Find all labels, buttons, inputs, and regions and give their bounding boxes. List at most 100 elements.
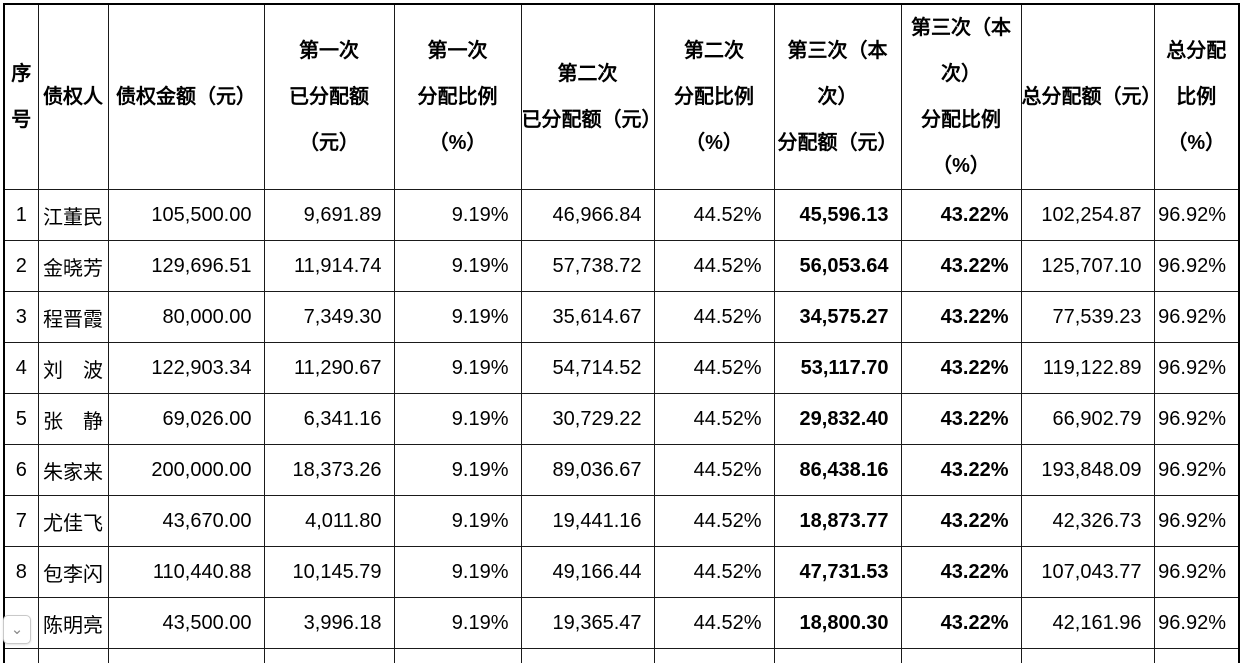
cell-third-ratio: 43.22%	[900, 495, 1022, 547]
cell-claim-amount: 110,440.88	[107, 546, 265, 598]
cell-third-ratio: 43.22%	[900, 189, 1022, 241]
cell-first-ratio: 9.19%	[393, 189, 522, 241]
table-row: 5 张 静 69,026.00 6,341.16 9.19% 30,729.22…	[3, 393, 1240, 445]
table-row: 3 程晋霞 80,000.00 7,349.30 9.19% 35,614.67…	[3, 291, 1240, 343]
cell-total-amount: 66,902.79	[1020, 393, 1155, 445]
cell-total-amount: 193,848.09	[1020, 444, 1155, 496]
cell-creditor: 程晋霞	[37, 291, 109, 343]
cell-first-amount: 11,914.74	[263, 240, 395, 292]
cell-total-amount: 107,043.77	[1020, 546, 1155, 598]
cell-third-amount: 18,800.30	[773, 597, 902, 649]
cell-creditor: 江董民	[37, 189, 109, 241]
table-row: 10 毛海军 167,507.15 15,388.26 9.19% 74,571…	[3, 648, 1240, 663]
cell-second-ratio: 44.52%	[653, 495, 775, 547]
cell-claim-amount: 200,000.00	[107, 444, 265, 496]
cell-index: 3	[3, 291, 39, 343]
cell-creditor: 刘 波	[37, 342, 109, 394]
cell-creditor: 毛海军	[37, 648, 109, 663]
cell-first-ratio: 9.19%	[393, 342, 522, 394]
cell-total-amount: 77,539.23	[1020, 291, 1155, 343]
cell-second-ratio: 44.52%	[653, 393, 775, 445]
cell-first-amount: 9,691.89	[263, 189, 395, 241]
cell-creditor: 包李闪	[37, 546, 109, 598]
col-header-index: 序 号	[3, 3, 39, 190]
cell-claim-amount: 167,507.15	[107, 648, 265, 663]
cell-total-ratio: 96.92%	[1153, 189, 1240, 241]
col-header-third-ratio: 第三次（本次） 分配比例（%）	[900, 3, 1022, 190]
col-header-total-amount: 总分配额（元）	[1020, 3, 1155, 190]
cell-index: 8	[3, 546, 39, 598]
table-row: 8 包李闪 110,440.88 10,145.79 9.19% 49,166.…	[3, 546, 1240, 598]
cell-third-amount: 18,873.77	[773, 495, 902, 547]
cell-second-amount: 19,441.16	[520, 495, 655, 547]
cell-index: 10	[3, 648, 39, 663]
col-header-creditor: 债权人	[37, 3, 109, 190]
cell-third-ratio: 43.22%	[900, 648, 1022, 663]
cell-third-ratio: 43.22%	[900, 342, 1022, 394]
cell-second-ratio: 44.52%	[653, 546, 775, 598]
cell-first-amount: 15,388.26	[263, 648, 395, 663]
cell-total-amount: 119,122.89	[1020, 342, 1155, 394]
cell-total-amount: 162,354.70	[1020, 648, 1155, 663]
cell-first-amount: 18,373.26	[263, 444, 395, 496]
cell-second-ratio: 44.52%	[653, 444, 775, 496]
table-row: 7 尤佳飞 43,670.00 4,011.80 9.19% 19,441.16…	[3, 495, 1240, 547]
cell-first-ratio: 9.19%	[393, 240, 522, 292]
table-row: 1 江董民 105,500.00 9,691.89 9.19% 46,966.8…	[3, 189, 1240, 241]
cell-first-amount: 7,349.30	[263, 291, 395, 343]
col-header-second-amount: 第二次 已分配额（元）	[520, 3, 655, 190]
col-header-total-ratio: 总分配 比例（%）	[1153, 3, 1240, 190]
cell-third-amount: 72,395.05	[773, 648, 902, 663]
cell-total-ratio: 96.92%	[1153, 342, 1240, 394]
cell-third-amount: 29,832.40	[773, 393, 902, 445]
cell-third-ratio: 43.22%	[900, 546, 1022, 598]
distribution-table: 序 号 债权人 债权金额（元） 第一次 已分配额（元） 第一次 分配比例（%） …	[3, 3, 1240, 663]
cell-third-amount: 86,438.16	[773, 444, 902, 496]
table-row: 4 刘 波 122,903.34 11,290.67 9.19% 54,714.…	[3, 342, 1240, 394]
table-row: 9 陈明亮 43,500.00 3,996.18 9.19% 19,365.47…	[3, 597, 1240, 649]
cell-second-amount: 19,365.47	[520, 597, 655, 649]
cell-first-amount: 6,341.16	[263, 393, 395, 445]
cell-first-ratio: 9.19%	[393, 393, 522, 445]
cell-total-amount: 125,707.10	[1020, 240, 1155, 292]
cell-second-ratio: 44.52%	[653, 189, 775, 241]
cell-second-amount: 89,036.67	[520, 444, 655, 496]
cell-creditor: 陈明亮	[37, 597, 109, 649]
col-header-second-ratio: 第二次 分配比例（%）	[653, 3, 775, 190]
cell-index: 1	[3, 189, 39, 241]
cell-second-ratio: 44.52%	[653, 342, 775, 394]
cell-index: 2	[3, 240, 39, 292]
cell-third-ratio: 43.22%	[900, 291, 1022, 343]
cell-creditor: 金晓芳	[37, 240, 109, 292]
cell-second-amount: 30,729.22	[520, 393, 655, 445]
cell-first-amount: 3,996.18	[263, 597, 395, 649]
cell-claim-amount: 122,903.34	[107, 342, 265, 394]
cell-index: 5	[3, 393, 39, 445]
cell-total-amount: 102,254.87	[1020, 189, 1155, 241]
cell-total-ratio: 96.92%	[1153, 444, 1240, 496]
cell-third-ratio: 43.22%	[900, 597, 1022, 649]
cell-claim-amount: 105,500.00	[107, 189, 265, 241]
collapse-button[interactable]: ⌄	[3, 615, 31, 644]
cell-second-amount: 54,714.52	[520, 342, 655, 394]
cell-second-amount: 74,571.39	[520, 648, 655, 663]
cell-claim-amount: 43,670.00	[107, 495, 265, 547]
cell-first-amount: 11,290.67	[263, 342, 395, 394]
cell-first-amount: 4,011.80	[263, 495, 395, 547]
cell-second-amount: 46,966.84	[520, 189, 655, 241]
cell-second-ratio: 44.52%	[653, 597, 775, 649]
cell-third-amount: 34,575.27	[773, 291, 902, 343]
cell-creditor: 张 静	[37, 393, 109, 445]
cell-first-ratio: 9.19%	[393, 597, 522, 649]
cell-index: 7	[3, 495, 39, 547]
col-header-first-ratio: 第一次 分配比例（%）	[393, 3, 522, 190]
table-row: 6 朱家来 200,000.00 18,373.26 9.19% 89,036.…	[3, 444, 1240, 496]
cell-first-ratio: 9.19%	[393, 291, 522, 343]
cell-second-ratio: 44.52%	[653, 291, 775, 343]
cell-total-amount: 42,161.96	[1020, 597, 1155, 649]
cell-third-amount: 47,731.53	[773, 546, 902, 598]
cell-creditor: 朱家来	[37, 444, 109, 496]
cell-total-ratio: 96.92%	[1153, 648, 1240, 663]
cell-first-ratio: 9.19%	[393, 495, 522, 547]
